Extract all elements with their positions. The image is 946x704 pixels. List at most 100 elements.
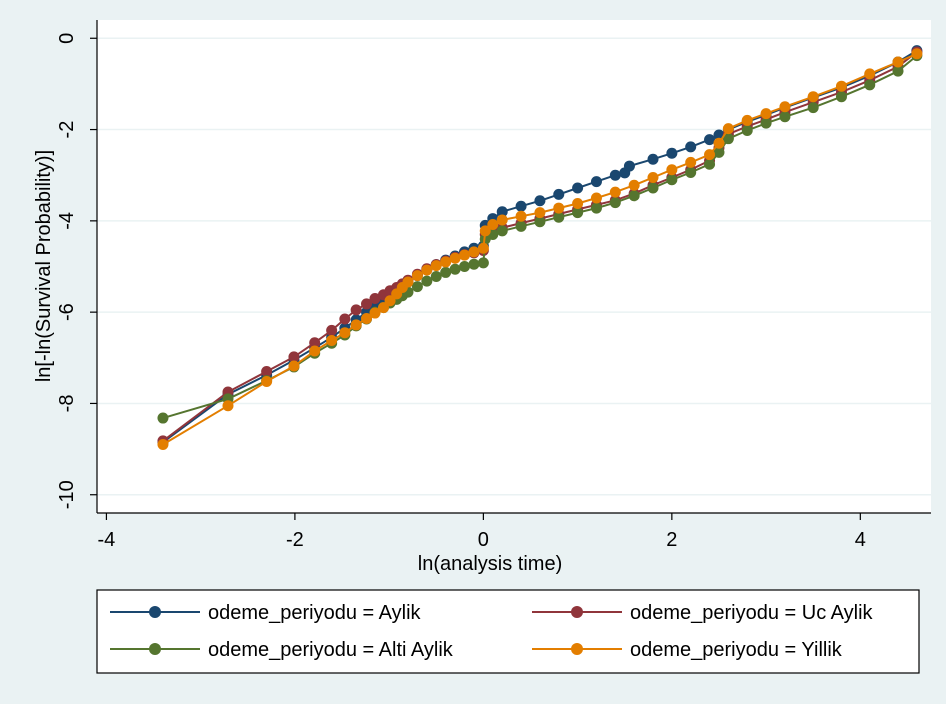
data-point xyxy=(760,117,772,129)
data-point xyxy=(261,376,273,388)
y-tick-label: 0 xyxy=(56,33,78,44)
data-point xyxy=(339,313,351,325)
legend-item: odeme_periyodu = Uc Aylik xyxy=(532,602,874,624)
data-point xyxy=(369,292,381,304)
data-point xyxy=(369,307,381,319)
data-point xyxy=(440,256,452,268)
data-point xyxy=(421,264,433,276)
data-point xyxy=(449,263,461,275)
data-point xyxy=(515,200,527,212)
data-point xyxy=(288,360,300,372)
data-point xyxy=(647,153,659,165)
axes xyxy=(96,20,931,514)
data-point xyxy=(590,176,602,188)
data-point xyxy=(430,260,442,272)
series-3 xyxy=(157,48,923,451)
data-point xyxy=(361,298,373,310)
data-point xyxy=(628,179,640,191)
data-point xyxy=(553,211,565,223)
data-point xyxy=(685,166,697,178)
legend-label: odeme_periyodu = Alti Aylik xyxy=(208,639,454,661)
legend: odeme_periyodu = Aylik odeme_periyodu = U… xyxy=(110,602,874,661)
data-point xyxy=(704,149,716,161)
data-point xyxy=(553,188,565,200)
data-point xyxy=(713,137,725,149)
x-tick-label: 0 xyxy=(478,529,489,551)
data-point xyxy=(350,304,362,316)
data-point xyxy=(459,249,471,261)
y-tick-label: -8 xyxy=(56,395,78,413)
y-tick-label: -2 xyxy=(56,121,78,139)
data-point xyxy=(361,313,373,325)
data-point xyxy=(421,275,433,287)
data-point xyxy=(430,271,442,283)
data-point xyxy=(835,80,847,92)
y-axis-title: ln[-ln(Survival Probability)] xyxy=(33,150,55,382)
data-point xyxy=(722,133,734,145)
data-point xyxy=(666,147,678,159)
data-point xyxy=(647,171,659,183)
data-point xyxy=(477,242,489,254)
data-point xyxy=(157,412,169,424)
data-point xyxy=(864,68,876,80)
data-point xyxy=(892,65,904,77)
data-point xyxy=(440,266,452,278)
legend-label: odeme_periyodu = Uc Aylik xyxy=(630,602,874,624)
data-point xyxy=(713,146,725,158)
data-point xyxy=(479,225,491,237)
data-point xyxy=(496,214,508,226)
data-point xyxy=(339,327,351,339)
data-point xyxy=(326,334,338,346)
data-point xyxy=(534,207,546,219)
x-tick-label: -2 xyxy=(286,529,304,551)
legend-marker xyxy=(571,643,583,655)
data-point xyxy=(704,134,716,146)
data-point xyxy=(741,124,753,136)
data-point xyxy=(609,186,621,198)
grid xyxy=(97,37,931,496)
data-point xyxy=(477,257,489,269)
data-point xyxy=(572,207,584,219)
data-point xyxy=(288,351,300,363)
data-point xyxy=(722,123,734,135)
data-point xyxy=(411,270,423,282)
data-point xyxy=(609,197,621,209)
x-axis-title: ln(analysis time) xyxy=(418,553,562,575)
x-tick-label: 2 xyxy=(666,529,677,551)
legend-marker xyxy=(149,606,161,618)
data-point xyxy=(741,114,753,126)
data-point xyxy=(553,202,565,214)
legend-item: odeme_periyodu = Yillik xyxy=(532,639,843,661)
data-point xyxy=(864,79,876,91)
data-point xyxy=(309,337,321,349)
data-point xyxy=(157,439,169,451)
plot-area xyxy=(97,20,931,513)
data-point xyxy=(468,258,480,270)
data-point xyxy=(628,190,640,202)
data-point xyxy=(779,101,791,113)
data-point xyxy=(377,302,389,314)
y-tick-label: -10 xyxy=(56,480,78,509)
data-point xyxy=(647,182,659,194)
data-point xyxy=(309,345,321,357)
data-point xyxy=(350,319,362,331)
ticks: 0 -2 -4 -6 -8 -10 -4 -2 0 2 4 xyxy=(56,33,866,551)
data-point xyxy=(623,160,635,172)
x-tick-label: 4 xyxy=(855,529,866,551)
data-point xyxy=(534,195,546,207)
data-point xyxy=(835,91,847,103)
data-point xyxy=(496,225,508,237)
data-point xyxy=(572,198,584,210)
data-point xyxy=(892,56,904,68)
data-point xyxy=(449,252,461,264)
data-point xyxy=(326,324,338,336)
data-point xyxy=(685,141,697,153)
data-point xyxy=(468,246,480,258)
data-point xyxy=(779,111,791,123)
legend-label: odeme_periyodu = Yillik xyxy=(630,639,843,661)
legend-marker xyxy=(149,643,161,655)
data-point xyxy=(760,108,772,120)
data-point xyxy=(590,192,602,204)
